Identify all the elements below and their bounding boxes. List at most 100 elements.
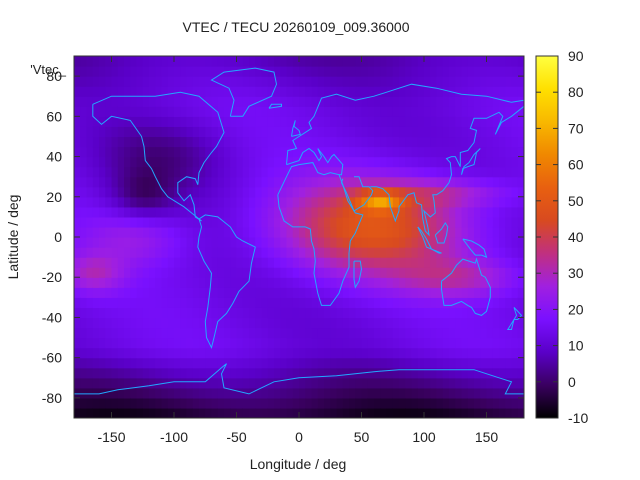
heatmap-cell <box>124 126 131 138</box>
heatmap-cell <box>405 66 413 77</box>
heatmap-cell <box>205 186 213 198</box>
heatmap-cell <box>405 327 413 339</box>
heatmap-cell <box>130 166 138 178</box>
heatmap-cell <box>136 347 144 359</box>
heatmap-cell <box>505 156 513 168</box>
heatmap-cell <box>80 307 88 319</box>
heatmap-cell <box>99 136 106 148</box>
heatmap-cell <box>386 307 394 319</box>
heatmap-cell <box>149 76 156 87</box>
heatmap-cell <box>486 277 494 288</box>
heatmap-cell <box>199 347 206 359</box>
heatmap-cell <box>405 196 413 208</box>
heatmap-cell <box>211 297 219 308</box>
heatmap-cell <box>174 176 181 188</box>
series-label: 'Vtec_ <box>30 62 66 77</box>
heatmap-cell <box>117 226 125 238</box>
heatmap-cell <box>174 76 181 87</box>
heatmap-cell <box>324 367 331 379</box>
heatmap-cell <box>224 136 231 148</box>
heatmap-cell <box>255 76 263 87</box>
heatmap-cell <box>111 347 119 359</box>
heatmap-cell <box>99 367 106 379</box>
heatmap-cell <box>361 196 369 208</box>
heatmap-cell <box>467 357 475 369</box>
y-tick-label: 60 <box>46 108 62 124</box>
heatmap-cell <box>517 277 524 288</box>
heatmap-cell <box>142 186 150 198</box>
heatmap-cell <box>111 116 119 127</box>
heatmap-cell <box>117 106 125 117</box>
heatmap-cell <box>117 317 125 329</box>
heatmap-cell <box>299 116 306 127</box>
heatmap-cell <box>361 76 369 87</box>
heatmap-cell <box>267 367 275 379</box>
heatmap-cell <box>255 277 263 288</box>
heatmap-cell <box>117 257 125 268</box>
heatmap-cell <box>230 116 238 127</box>
heatmap-cell <box>211 126 219 138</box>
heatmap-cell <box>392 186 400 198</box>
heatmap-cell <box>474 267 481 278</box>
heatmap-cell <box>142 76 150 87</box>
heatmap-cell <box>217 347 225 359</box>
heatmap-cell <box>174 216 181 228</box>
heatmap-cell <box>436 156 444 168</box>
heatmap-cell <box>174 317 181 329</box>
heatmap-cell <box>286 357 294 369</box>
heatmap-cell <box>517 397 524 409</box>
heatmap-cell <box>211 136 219 148</box>
heatmap-cell <box>367 297 375 308</box>
heatmap-cell <box>517 257 524 268</box>
heatmap-cell <box>299 176 306 188</box>
heatmap-cell <box>492 327 500 339</box>
heatmap-cell <box>467 66 475 77</box>
heatmap-cell <box>299 186 306 198</box>
heatmap-cell <box>130 397 138 409</box>
heatmap-cell <box>274 156 281 168</box>
heatmap-cell <box>111 146 119 158</box>
heatmap-cell <box>449 257 456 268</box>
x-axis-ticks: -150 -100 -50 0 50 100 150 <box>97 56 498 445</box>
heatmap-cell <box>492 397 500 409</box>
heatmap-cell <box>117 176 125 188</box>
heatmap-cell <box>199 367 206 379</box>
heatmap-cell <box>111 156 119 168</box>
heatmap-cell <box>186 136 194 148</box>
heatmap-cell <box>230 367 238 379</box>
heatmap-cell <box>299 196 306 208</box>
heatmap-cell <box>142 56 150 67</box>
heatmap-cell <box>199 226 206 238</box>
heatmap-cell <box>167 247 175 258</box>
heatmap-cell <box>405 357 413 369</box>
heatmap-cell <box>349 126 356 138</box>
heatmap-cell <box>249 106 256 117</box>
heatmap-cell <box>505 377 513 389</box>
heatmap-cell <box>405 126 413 138</box>
heatmap-cell <box>117 166 125 178</box>
heatmap-cell <box>474 297 481 308</box>
heatmap-cell <box>374 257 381 268</box>
heatmap-cell <box>149 196 156 208</box>
heatmap-cell <box>242 96 250 107</box>
heatmap-cell <box>499 66 506 77</box>
heatmap-cell <box>186 66 194 77</box>
chart-title: VTEC / TECU 20260109_009.36000 <box>182 19 409 35</box>
heatmap-cell <box>211 146 219 158</box>
heatmap-cell <box>480 407 488 418</box>
heatmap-cell <box>467 267 475 278</box>
heatmap-cell <box>180 136 188 148</box>
heatmap-cell <box>192 337 200 349</box>
heatmap-cell <box>330 76 338 87</box>
heatmap-cell <box>399 226 406 238</box>
heatmap-cell <box>80 387 88 399</box>
heatmap-cell <box>342 156 350 168</box>
heatmap-cell <box>161 267 169 278</box>
heatmap-cell <box>386 407 394 418</box>
heatmap-cell <box>380 347 388 359</box>
heatmap-cell <box>155 166 163 178</box>
heatmap-cell <box>186 216 194 228</box>
heatmap-cell <box>442 176 450 188</box>
heatmap-cell <box>180 327 188 339</box>
heatmap-cell <box>211 267 219 278</box>
